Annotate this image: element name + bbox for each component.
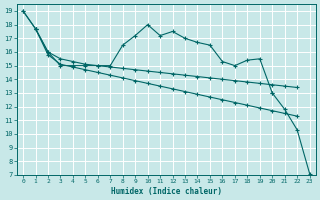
X-axis label: Humidex (Indice chaleur): Humidex (Indice chaleur) [111,187,222,196]
